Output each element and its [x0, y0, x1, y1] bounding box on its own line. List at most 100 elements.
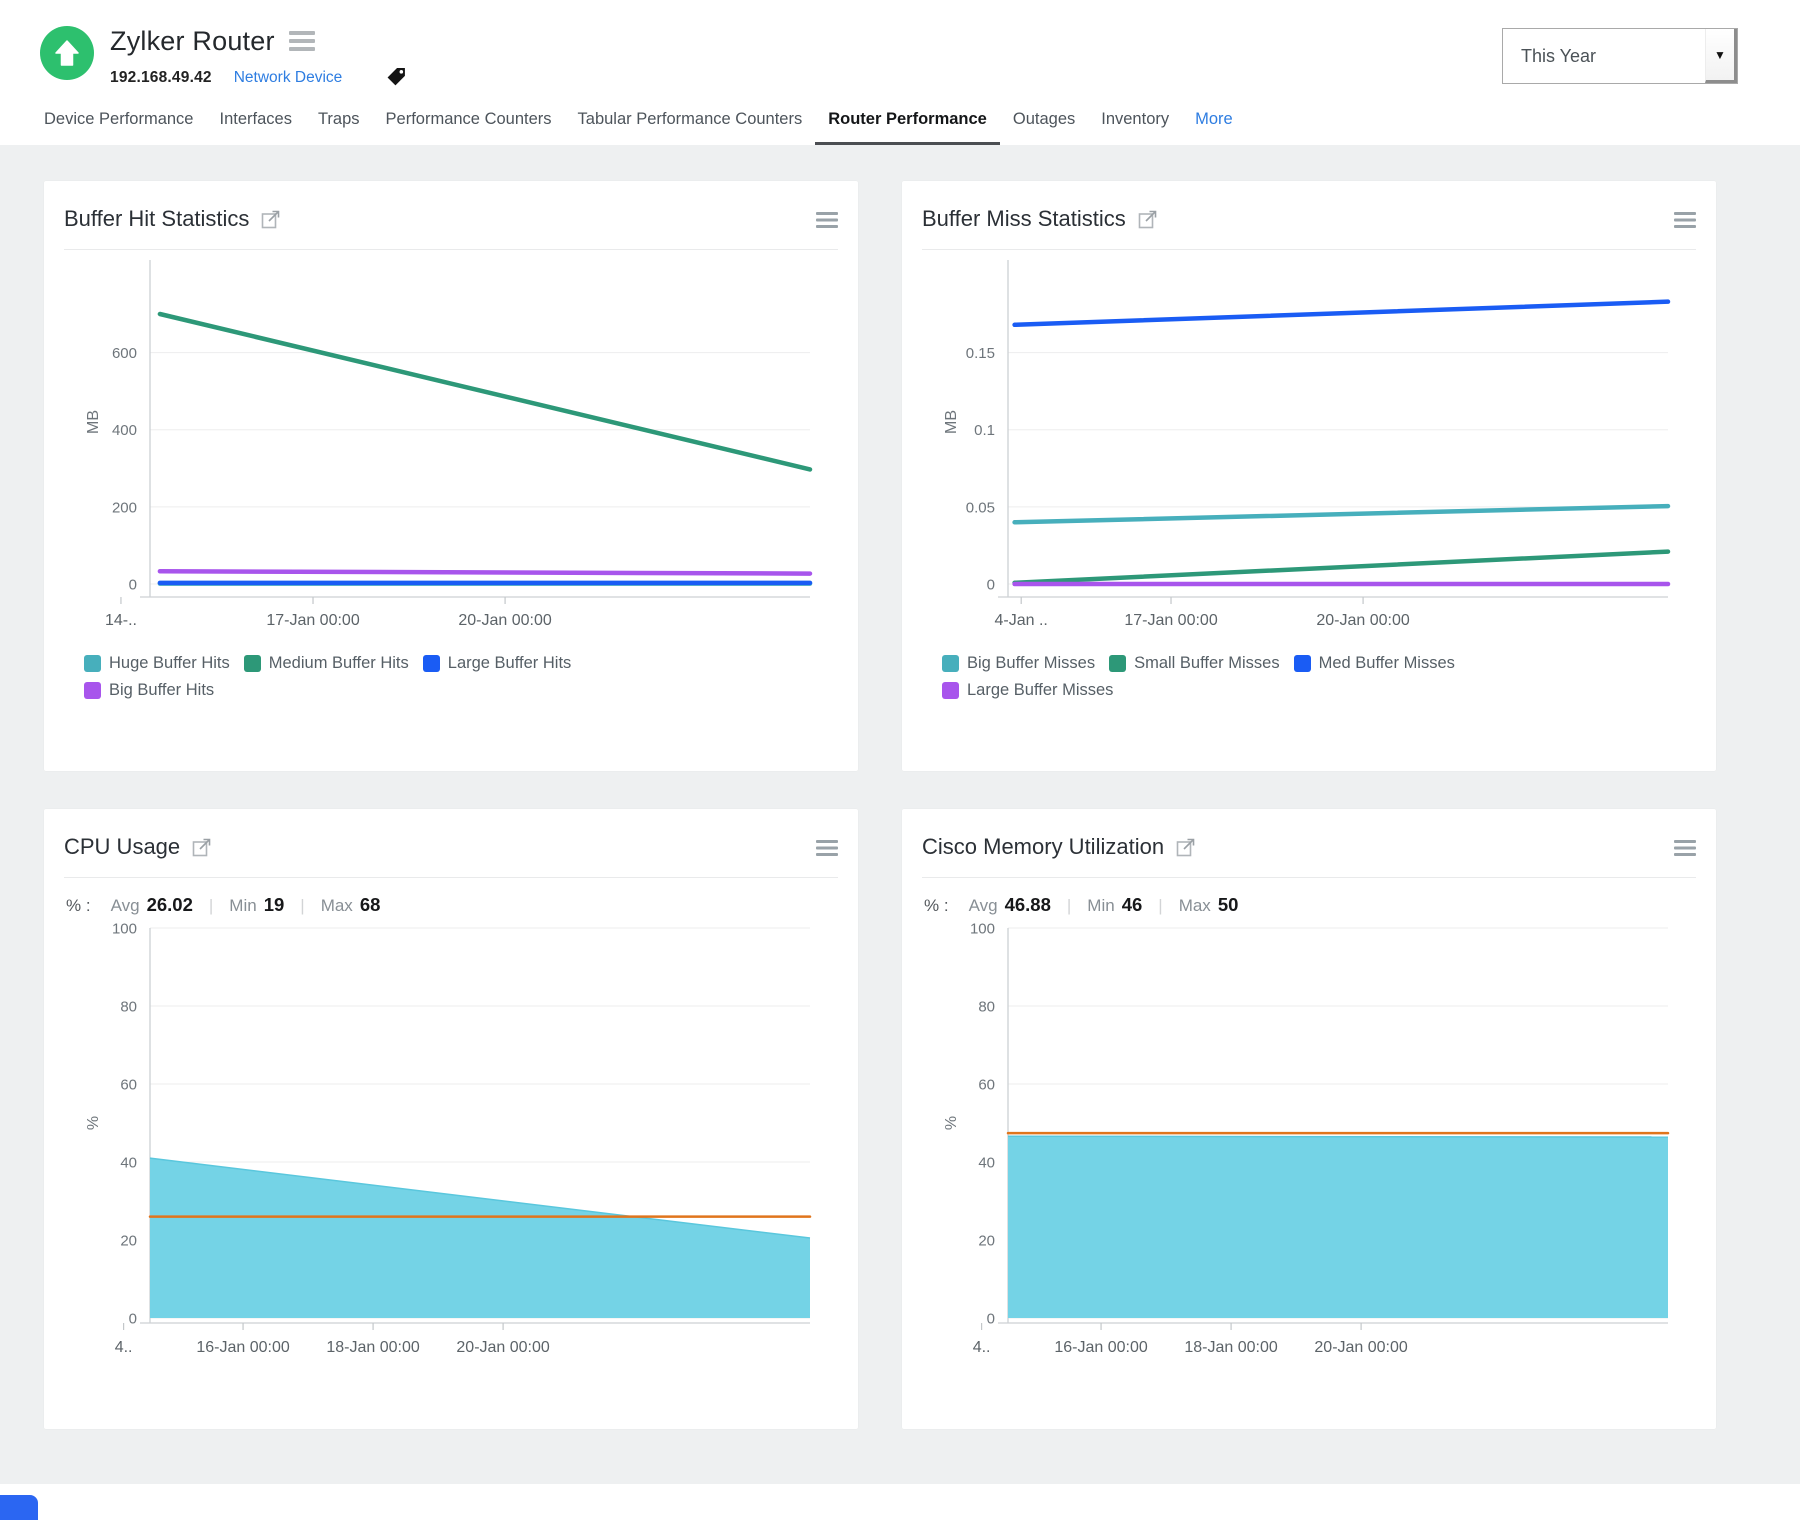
avg-label: Avg	[110, 896, 140, 915]
legend-label: Small Buffer Misses	[1134, 654, 1280, 672]
cpu-usage-stats: % : Avg 26.02 | Min 19 | Max 68	[66, 894, 381, 915]
buffer-hit-statistics-chart: 0 200 400 600 MB 14-.. 17-Jan 00:00 20-Jan 00:0…	[85, 260, 813, 629]
panel-buffer-hit-statistics: Buffer Hit Statistics 0 200 400 600 MB 14-.. 1…	[44, 181, 858, 771]
cisco-memory-utilization-chart: 0 20 40 60 80 100% 4.. 16-Jan 00:00 18-Jan 00:00…	[943, 921, 1670, 1356]
tab-router-performance[interactable]: Router Performance	[815, 110, 1000, 145]
legend-label: Huge Buffer Hits	[109, 654, 230, 672]
legend-swatch	[942, 655, 959, 672]
open-in-new-icon[interactable]	[192, 837, 212, 857]
legend-label: Big Buffer Misses	[967, 654, 1096, 672]
legend-item[interactable]: Large Buffer Hits	[422, 654, 571, 673]
legend-label: Medium Buffer Hits	[268, 654, 409, 672]
tab-inventory[interactable]: Inventory	[1101, 110, 1170, 128]
panel-divider	[64, 877, 838, 878]
svg-text:80: 80	[120, 999, 137, 1016]
panel-title: Buffer Hit Statistics	[64, 206, 250, 231]
chat-widget[interactable]	[0, 1495, 38, 1520]
legend-label: Big Buffer Hits	[109, 681, 215, 699]
stats-unit: % :	[66, 896, 91, 915]
svg-text:MB: MB	[943, 410, 960, 434]
min-value: 19	[263, 894, 285, 915]
time-range-value: This Year	[1521, 45, 1597, 66]
svg-text:0.1: 0.1	[974, 422, 995, 439]
legend-label: Med Buffer Misses	[1318, 654, 1455, 672]
svg-text:18-Jan 00:00: 18-Jan 00:00	[326, 1339, 420, 1356]
device-tabs: Device Performance Interfaces Traps Perf…	[0, 88, 1800, 145]
svg-text:40: 40	[978, 1155, 995, 1172]
svg-text:17-Jan 00:00: 17-Jan 00:00	[266, 612, 360, 629]
svg-text:14-..: 14-..	[105, 612, 137, 629]
svg-text:20-Jan 00:00: 20-Jan 00:00	[456, 1339, 550, 1356]
device-type-link[interactable]: Network Device	[233, 68, 343, 86]
tag-icon[interactable]	[386, 67, 407, 88]
device-ip: 192.168.49.42	[110, 68, 212, 86]
panel-menu-icon[interactable]	[816, 838, 838, 856]
panel-menu-icon[interactable]	[816, 210, 838, 228]
avg-value: 26.02	[146, 894, 193, 915]
legend-item[interactable]: Huge Buffer Hits	[84, 654, 230, 673]
panel-cisco-memory-utilization: Cisco Memory Utilization % : Avg 46.88 |…	[902, 809, 1716, 1429]
buffer-hit-legend: Huge Buffer Hits Medium Buffer Hits Large …	[84, 654, 729, 708]
tab-tabular-performance-counters[interactable]: Tabular Performance Counters	[577, 110, 803, 128]
svg-text:4..: 4..	[973, 1339, 991, 1356]
max-label: Max	[1178, 896, 1211, 915]
page-header: Zylker Router 192.168.49.42 Network Devi…	[0, 0, 1800, 145]
device-actions-menu-icon[interactable]	[288, 31, 315, 52]
min-label: Min	[1087, 896, 1115, 915]
max-value: 50	[1217, 894, 1239, 915]
min-label: Min	[229, 896, 257, 915]
panel-divider	[64, 249, 838, 250]
dropdown-arrow-icon[interactable]: ▼	[1705, 29, 1737, 83]
legend-swatch	[84, 682, 101, 699]
legend-swatch	[942, 682, 959, 699]
tab-outages[interactable]: Outages	[1012, 110, 1076, 128]
open-in-new-icon[interactable]	[261, 209, 281, 229]
svg-text:20-Jan 00:00: 20-Jan 00:00	[458, 612, 552, 629]
tab-performance-counters[interactable]: Performance Counters	[385, 110, 552, 128]
svg-text:0: 0	[129, 1311, 137, 1328]
time-range-select[interactable]: This Year ▼	[1502, 28, 1738, 84]
svg-text:20-Jan 00:00: 20-Jan 00:00	[1314, 1339, 1408, 1356]
tab-interfaces[interactable]: Interfaces	[219, 110, 292, 128]
svg-text:%: %	[943, 1116, 960, 1130]
svg-text:MB: MB	[85, 410, 102, 434]
dashboard-content: Buffer Hit Statistics 0 200 400 600 MB 14-.. 1…	[0, 145, 1800, 1429]
tab-device-performance[interactable]: Device Performance	[44, 110, 194, 128]
arrow-up-icon	[55, 40, 79, 66]
panel-menu-icon[interactable]	[1674, 210, 1696, 228]
open-in-new-icon[interactable]	[1176, 837, 1196, 857]
memory-utilization-stats: % : Avg 46.88 | Min 46 | Max 50	[924, 894, 1239, 915]
legend-swatch	[422, 655, 440, 672]
svg-text:18-Jan 00:00: 18-Jan 00:00	[1184, 1339, 1278, 1356]
svg-text:60: 60	[120, 1077, 137, 1094]
stats-unit: % :	[924, 896, 949, 915]
legend-swatch	[84, 655, 101, 672]
legend-swatch	[1293, 655, 1311, 672]
tab-traps[interactable]: Traps	[317, 110, 360, 128]
panel-title: Buffer Miss Statistics	[922, 206, 1126, 231]
legend-item[interactable]: Medium Buffer Hits	[243, 654, 409, 673]
legend-item[interactable]: Big Buffer Hits	[84, 681, 214, 700]
svg-text:100: 100	[112, 921, 137, 938]
panel-buffer-miss-statistics: Buffer Miss Statistics 0 0.05 0.1 0.15 MB 4-J…	[902, 181, 1716, 771]
svg-text:40: 40	[120, 1155, 137, 1172]
open-in-new-icon[interactable]	[1138, 209, 1158, 229]
legend-item[interactable]: Big Buffer Misses	[942, 654, 1095, 673]
svg-text:16-Jan 00:00: 16-Jan 00:00	[196, 1339, 290, 1356]
legend-swatch	[1109, 655, 1127, 672]
svg-text:20: 20	[978, 1233, 995, 1250]
panel-divider	[922, 249, 1696, 250]
svg-text:4..: 4..	[115, 1339, 133, 1356]
legend-item[interactable]: Small Buffer Misses	[1109, 654, 1280, 673]
page-footer	[0, 1484, 1800, 1520]
svg-text:80: 80	[978, 999, 995, 1016]
tab-more[interactable]: More	[1195, 110, 1233, 128]
legend-item[interactable]: Med Buffer Misses	[1293, 654, 1455, 673]
panel-menu-icon[interactable]	[1674, 838, 1696, 856]
buffer-miss-legend: Big Buffer Misses Small Buffer Misses Med …	[942, 654, 1587, 708]
svg-text:0: 0	[987, 577, 995, 594]
svg-text:%: %	[85, 1116, 102, 1130]
svg-text:0.15: 0.15	[966, 345, 995, 362]
legend-item[interactable]: Large Buffer Misses	[942, 681, 1113, 700]
legend-label: Large Buffer Misses	[967, 681, 1114, 699]
